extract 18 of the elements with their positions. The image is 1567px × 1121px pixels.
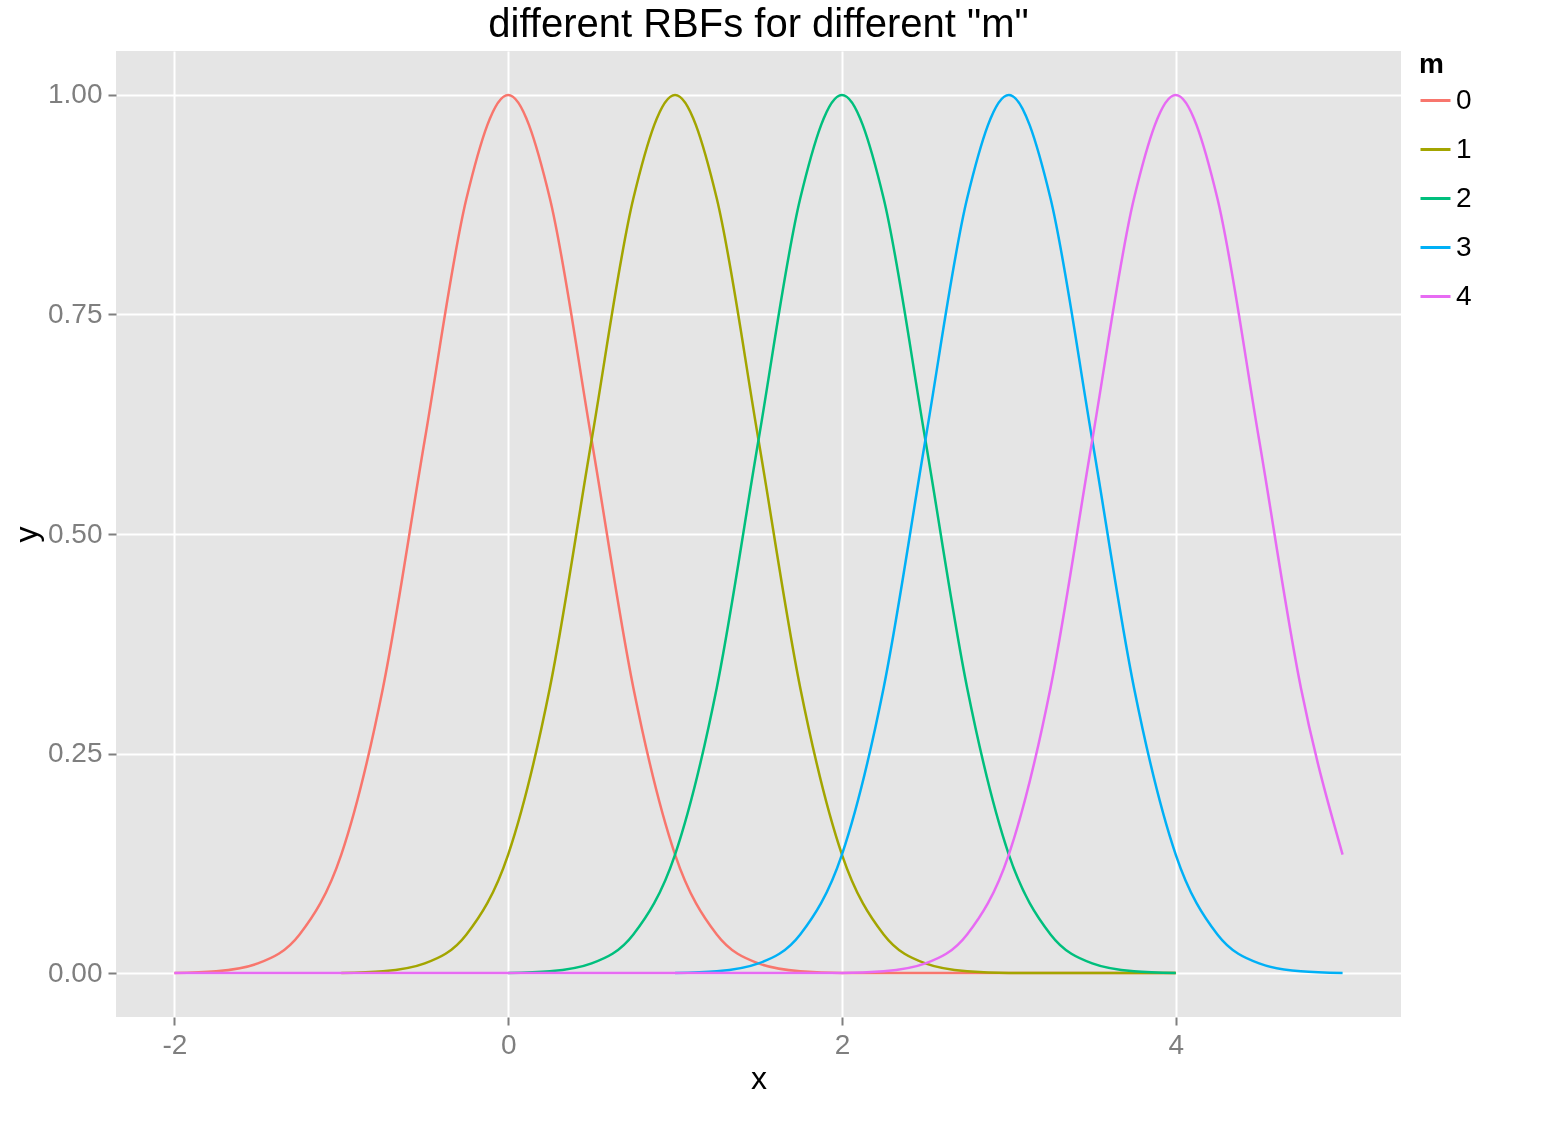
y-axis-title: y	[8, 526, 44, 543]
y-tick-label: 0.75	[48, 297, 103, 329]
x-tick-label: -2	[162, 1028, 188, 1060]
x-tick-label: 4	[1168, 1028, 1184, 1060]
x-tick-label: 2	[834, 1028, 851, 1060]
y-tick-label: 0.25	[48, 737, 103, 769]
x-axis-title: x	[751, 1059, 767, 1096]
legend-label: 3	[1456, 230, 1472, 262]
x-tick-label: 0	[500, 1028, 517, 1060]
legend-label: 1	[1456, 132, 1472, 164]
y-tick-label: 0.00	[48, 956, 103, 988]
y-tick-label: 0.50	[48, 517, 103, 549]
chart-title: different RBFs for different "m"	[488, 1, 1029, 45]
legend-label: 0	[1456, 83, 1472, 115]
legend-label: 2	[1456, 181, 1472, 213]
legend-title: m	[1419, 48, 1444, 79]
y-tick-label: 1.00	[48, 78, 103, 110]
legend-label: 4	[1456, 279, 1472, 311]
